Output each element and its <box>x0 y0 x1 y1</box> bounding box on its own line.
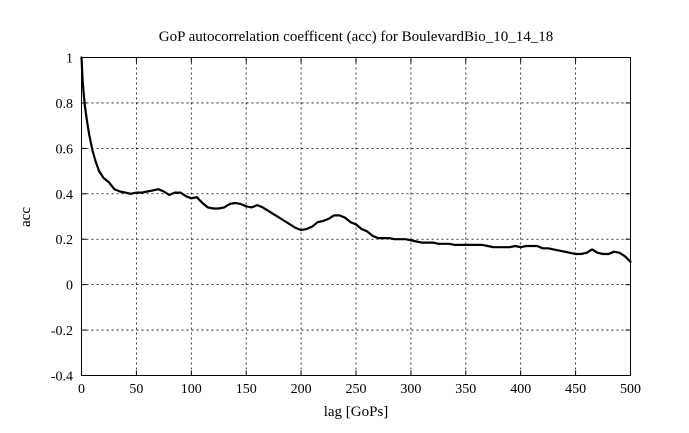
chart-title: GoP autocorrelation coefficent (acc) for… <box>159 29 553 45</box>
plot-frame <box>81 57 631 376</box>
x-tick-label: 500 <box>620 382 641 397</box>
y-tick-label: -0.2 <box>51 324 73 339</box>
series-line <box>80 56 632 263</box>
grid <box>81 57 631 376</box>
y-tick-label: 1 <box>66 52 73 67</box>
y-tick-label: -0.4 <box>51 370 73 385</box>
x-tick-label: 400 <box>510 382 531 397</box>
y-tick-label: 0.4 <box>56 188 74 203</box>
y-tick-label: 0 <box>66 279 73 294</box>
y-tick-label: 0.8 <box>56 97 74 112</box>
tick-labels: 0 50 100 150 200 250 300 350 400 450 500 -0.4 -0.2 0 0… <box>51 52 641 398</box>
x-tick-label: 450 <box>565 382 586 397</box>
x-tick-label: 0 <box>78 382 85 397</box>
y-tick-label: 0.2 <box>56 233 74 248</box>
x-tick-label: 300 <box>400 382 421 397</box>
x-tick-label: 50 <box>129 382 143 397</box>
x-tick-label: 250 <box>346 382 367 397</box>
x-axis-label: lag [GoPs] <box>324 404 389 420</box>
y-tick-label: 0.6 <box>56 142 74 157</box>
y-axis-label: acc <box>18 207 34 227</box>
x-tick-label: 200 <box>291 382 312 397</box>
x-tick-label: 150 <box>236 382 257 397</box>
x-tick-label: 100 <box>181 382 202 397</box>
x-tick-label: 350 <box>455 382 476 397</box>
series-layer <box>80 56 632 263</box>
